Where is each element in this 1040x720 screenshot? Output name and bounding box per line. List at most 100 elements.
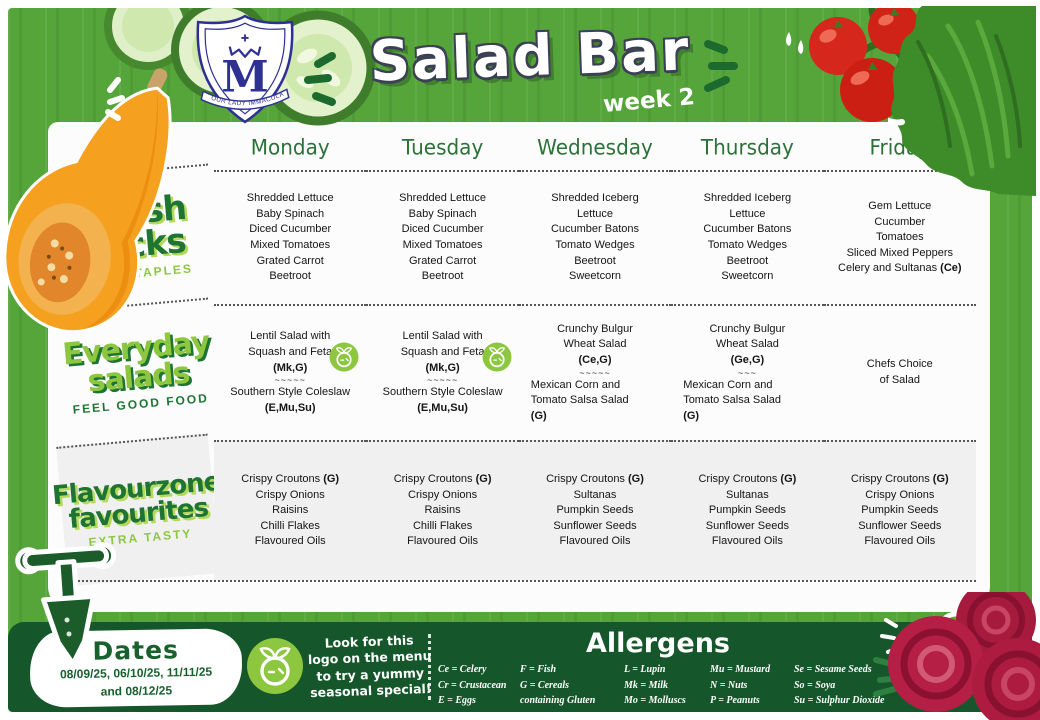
menu-item: Cucumber Batons xyxy=(703,223,792,236)
allergen-entry: L = Lupin xyxy=(624,664,666,675)
menu-cell-wednesday: Crunchy Bulgur Wheat Salad (Ce,G) ~~~~~ Mexi… xyxy=(518,304,672,440)
menu-item: Raisins xyxy=(424,504,461,517)
menu-item: Sultanas xyxy=(725,488,769,501)
menu-item: ~~~~~ xyxy=(274,375,306,386)
seasonal-special-logo-icon xyxy=(329,342,359,372)
menu-item: Mixed Tomatoes xyxy=(402,239,483,251)
menu-item: Flavoured Oils xyxy=(254,535,326,548)
menu-cell-wednesday: Crispy Croutons (G) Sultanas Pumpkin Seeds… xyxy=(518,440,672,580)
menu-item: Mixed Tomatoes xyxy=(250,239,331,251)
allergen-entry: Ce = Celery xyxy=(438,664,487,675)
menu-item: Sunflower Seeds xyxy=(858,519,942,532)
menu-item: Sunflower Seeds xyxy=(705,519,789,532)
menu-item: Diced Cucumber xyxy=(401,223,484,236)
footer-dotted-separator xyxy=(428,634,431,700)
menu-item: Cucumber xyxy=(874,215,926,228)
menu-item: Beetroot xyxy=(421,270,464,283)
menu-item: ~~~~~ xyxy=(426,375,459,386)
menu-item: Pumpkin Seeds xyxy=(708,504,786,517)
allergen-entry: Mk = Milk xyxy=(624,679,669,691)
allergens-title: Allergens xyxy=(586,628,730,659)
section-title-line: picks xyxy=(90,220,188,269)
menu-item: Grated Carrot xyxy=(408,254,477,267)
menu-item: Tomato Wedges xyxy=(707,239,788,251)
menu-item: Lentil Salad with xyxy=(250,330,331,343)
allergen-column-5: Se = Sesame Seeds So = Soya Su = Sulphur D… xyxy=(794,662,900,709)
menu-item: Chilli Flakes xyxy=(260,519,320,532)
dates-line-2: and 08/12/25 xyxy=(100,682,173,699)
menu-item: Gem Lettuce xyxy=(868,199,932,212)
seasonal-special-logo-icon xyxy=(247,638,303,694)
menu-item: Celery and Sultanas (Ce) xyxy=(838,262,962,275)
menu-item: Chilli Flakes xyxy=(412,519,473,532)
menu-item: Crispy Croutons (G) xyxy=(850,472,949,485)
menu-item: Southern Style Coleslaw xyxy=(382,386,503,399)
menu-item: Shredded Lettuce xyxy=(246,192,334,205)
menu-item: Mexican Corn and xyxy=(683,378,773,391)
menu-item: (Mk,G) xyxy=(273,361,308,374)
menu-item: Mexican Corn and xyxy=(530,378,621,391)
section-label-flavourzone-favourites: Flavourzone favourites EXTRA TASTY xyxy=(51,433,221,587)
menu-cell-monday: Lentil Salad with Squash and Feta (Mk,G) ~~… xyxy=(214,304,367,440)
seasonal-special-logo-icon xyxy=(482,342,512,372)
dates-title: Dates xyxy=(92,635,180,666)
menu-item: Wheat Salad xyxy=(715,338,779,351)
bottom-dotted-divider xyxy=(62,580,976,582)
allergen-entry: Cr = Crustacean xyxy=(438,679,507,691)
day-header-wednesday: Wednesday xyxy=(537,134,653,161)
day-header-monday: Monday xyxy=(250,134,330,161)
menu-item: Crispy Onions xyxy=(408,488,478,501)
menu-cell-wednesday: Shredded Iceberg Lettuce Cucumber Batons To… xyxy=(518,170,672,304)
menu-item: (E,Mu,Su) xyxy=(417,401,468,414)
allergen-entry: G = Cereals xyxy=(520,679,570,691)
menu-item: Baby Spinach xyxy=(256,207,325,220)
allergen-entry: E = Eggs xyxy=(438,695,476,706)
menu-item: Crispy Croutons (G) xyxy=(546,472,644,485)
menu-item: Baby Spinach xyxy=(408,207,477,220)
menu-item: Beetroot xyxy=(726,254,769,267)
menu-cell-friday: Chefs Choice of Salad xyxy=(823,304,976,440)
menu-item: Crispy Croutons (G) xyxy=(393,472,492,485)
menu-cell-tuesday: Shredded Lettuce Baby Spinach Diced Cucumb… xyxy=(366,170,519,304)
menu-item: Tomatoes xyxy=(875,231,924,244)
seasonal-note: Look for this logo on the menu to try a yu… xyxy=(307,632,433,701)
menu-item: Flavoured Oils xyxy=(711,535,783,548)
allergen-column-1: Ce = Celery Cr = Crustacean E = Eggs xyxy=(438,662,520,709)
allergen-column-3: L = Lupin Mk = Milk Mo = Molluscs xyxy=(624,662,710,709)
allergen-legend: Ce = Celery Cr = Crustacean E = Eggs F = Fi… xyxy=(438,662,900,709)
menu-item: Lettuce xyxy=(729,207,766,220)
allergen-entry: Mu = Mustard xyxy=(710,664,771,675)
menu-item: Crispy Onions xyxy=(865,488,935,501)
menu-cell-tuesday: Lentil Salad with Squash and Feta (Mk,G) ~~… xyxy=(366,304,519,440)
menu-cell-thursday: Shredded Iceberg Lettuce Cucumber Batons To… xyxy=(671,170,824,304)
menu-item: Pumpkin Seeds xyxy=(556,504,634,517)
menu-item: Shredded Iceberg xyxy=(703,192,792,205)
day-header-thursday: Thursday xyxy=(700,134,794,161)
menu-item: Shredded Lettuce xyxy=(399,192,487,205)
day-header-friday: Friday xyxy=(869,134,931,161)
menu-item: Crispy Onions xyxy=(255,488,325,501)
menu-item: (E,Mu,Su) xyxy=(264,401,316,414)
menu-item: Wheat Salad xyxy=(563,338,627,351)
allergen-entry: containing Gluten xyxy=(520,695,596,706)
menu-cell-monday: Crispy Croutons (G) Crispy Onions Raisins C… xyxy=(214,440,367,580)
menu-cell-tuesday: Crispy Croutons (G) Crispy Onions Raisins C… xyxy=(366,440,519,580)
allergen-entry: F = Fish xyxy=(520,664,557,675)
footer-band: Dates 08/09/25, 06/10/25, 11/11/25 and 0… xyxy=(8,622,1032,712)
menu-item: Chefs Choice xyxy=(866,358,933,371)
menu-item: Sliced Mixed Peppers xyxy=(846,246,953,259)
section-title: Flavourzone favourites xyxy=(51,467,223,535)
allergen-entry: N = Nuts xyxy=(710,679,748,691)
section-label-everyday-salads: Everyday salads FEEL GOOD FOOD xyxy=(56,297,220,447)
menu-item: Crispy Croutons (G) xyxy=(698,472,797,485)
menu-item: Lettuce xyxy=(576,207,614,220)
allergen-entry: Su = Sulphur Dioxide xyxy=(794,695,885,706)
menu-item: Sunflower Seeds xyxy=(553,519,637,532)
menu-item: Shredded Iceberg xyxy=(551,192,639,205)
menu-item: Southern Style Coleslaw xyxy=(230,386,351,399)
menu-item: Beetroot xyxy=(574,254,616,267)
menu-item: ~~~~~ xyxy=(579,367,611,378)
svg-text:M: M xyxy=(221,52,268,102)
menu-cell-friday: Crispy Croutons (G) Crispy Onions Pumpkin … xyxy=(823,440,976,580)
menu-item: ~~~ xyxy=(738,367,757,378)
